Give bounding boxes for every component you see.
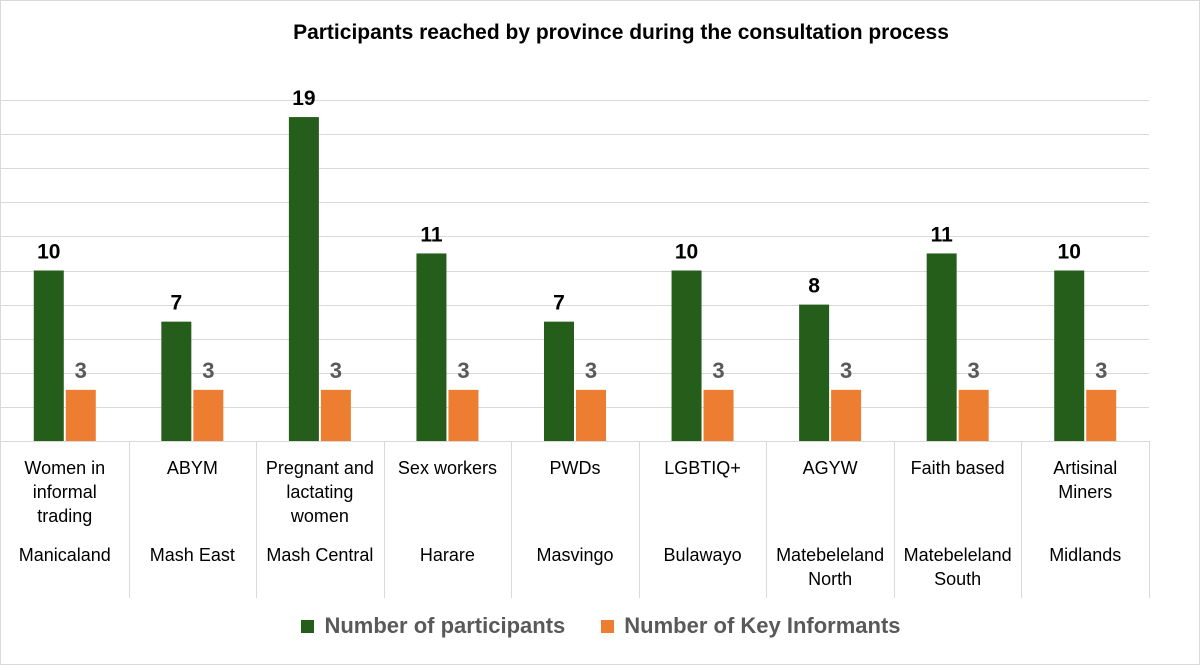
category-group-label: informal (33, 482, 97, 502)
category-group-label: Artisinal (1053, 458, 1117, 478)
legend-swatch-participants (301, 619, 315, 633)
data-label-key-informants: 3 (1095, 358, 1107, 383)
bar-key-informants (1086, 389, 1117, 441)
category-group-label: ABYM (167, 458, 218, 478)
category-province-label: Midlands (1049, 545, 1121, 565)
data-label-key-informants: 3 (330, 358, 342, 383)
category-province-label: Manicaland (19, 545, 111, 565)
bar-participants (288, 117, 319, 442)
data-label-key-informants: 3 (585, 358, 597, 383)
category-group-label: Miners (1058, 482, 1112, 502)
category-group-label: LGBTIQ+ (664, 458, 741, 478)
bar-key-informants (448, 389, 479, 441)
data-label-participants: 7 (553, 292, 565, 315)
data-label-participants: 11 (420, 223, 443, 246)
category-province-label: South (934, 569, 981, 589)
category-province-label: Mash East (150, 545, 235, 565)
category-group-label: women (290, 506, 349, 526)
bar-participants (926, 253, 957, 441)
bar-participants (33, 270, 64, 441)
data-label-participants: 10 (675, 241, 698, 264)
category-group-label: AGYW (803, 458, 858, 478)
category-group-label: trading (37, 506, 92, 526)
category-province-label: Bulawayo (664, 545, 742, 565)
bar-key-informants (320, 389, 351, 441)
data-label-key-informants: 3 (75, 358, 87, 383)
category-group-label: Faith based (911, 458, 1005, 478)
data-label-participants: 7 (170, 292, 182, 315)
bar-key-informants (193, 389, 224, 441)
bar-key-informants (831, 389, 862, 441)
bar-key-informants (703, 389, 734, 441)
category-province-label: Matebeleland (776, 545, 884, 565)
data-label-participants: 10 (1058, 241, 1081, 264)
bar-participants (416, 253, 447, 441)
data-label-key-informants: 3 (202, 358, 214, 383)
legend-item-participants: Number of participants (301, 613, 565, 639)
category-group-label: PWDs (550, 458, 601, 478)
category-group-label: lactating (286, 482, 353, 502)
bar-participants (671, 270, 702, 441)
legend-label-participants: Number of participants (324, 613, 566, 638)
data-label-key-informants: 3 (968, 358, 980, 383)
bar-participants (1054, 270, 1085, 441)
bar-participants (799, 304, 830, 441)
bar-key-informants (65, 389, 96, 441)
legend-item-key-informants: Number of Key Informants (601, 613, 901, 639)
category-province-label: Masvingo (536, 545, 613, 565)
legend-swatch-key-informants (601, 619, 615, 633)
bar-participants (161, 321, 192, 441)
category-province-label: Harare (420, 545, 475, 565)
data-label-key-informants: 3 (712, 358, 724, 383)
category-province-label: North (808, 569, 852, 589)
chart-title: Participants reached by province during … (293, 21, 949, 44)
legend-label-key-informants: Number of Key Informants (624, 613, 901, 638)
category-group-label: Pregnant and (266, 458, 374, 478)
category-group-label: Women in (24, 458, 105, 478)
data-label-key-informants: 3 (457, 358, 469, 383)
data-label-participants: 19 (292, 87, 315, 110)
category-group-label: Sex workers (398, 458, 497, 478)
data-label-key-informants: 3 (840, 358, 852, 383)
data-label-participants: 10 (37, 241, 60, 264)
data-label-participants: 11 (931, 223, 954, 246)
bar-participants (544, 321, 574, 441)
bar-key-informants (576, 389, 606, 441)
data-label-participants: 8 (808, 275, 820, 298)
legend: Number of participants Number of Key Inf… (1, 613, 1200, 639)
bar-key-informants (958, 389, 989, 441)
category-province-label: Mash Central (266, 545, 373, 565)
category-province-label: Matebeleland (904, 545, 1012, 565)
